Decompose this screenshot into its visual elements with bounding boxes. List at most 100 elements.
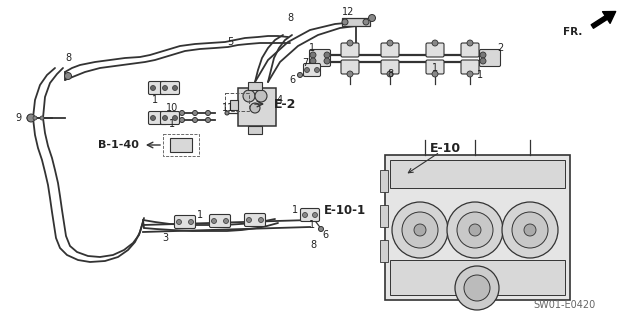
FancyBboxPatch shape: [341, 43, 359, 57]
Circle shape: [259, 218, 264, 222]
Text: 1: 1: [309, 43, 315, 53]
Circle shape: [250, 103, 260, 113]
Text: 11: 11: [222, 103, 234, 113]
Circle shape: [467, 40, 473, 46]
Circle shape: [363, 19, 369, 25]
FancyBboxPatch shape: [244, 213, 266, 226]
Bar: [248, 82, 262, 90]
Circle shape: [414, 224, 426, 236]
Circle shape: [303, 212, 307, 218]
Text: 7: 7: [302, 58, 308, 68]
Bar: [230, 100, 238, 110]
Circle shape: [464, 275, 490, 301]
Circle shape: [432, 40, 438, 46]
Text: 1: 1: [292, 205, 298, 215]
Circle shape: [342, 19, 348, 25]
Text: 2: 2: [497, 43, 503, 53]
FancyBboxPatch shape: [303, 63, 321, 77]
Circle shape: [65, 72, 72, 79]
Circle shape: [163, 115, 168, 121]
Circle shape: [161, 115, 166, 121]
Circle shape: [205, 110, 211, 115]
Bar: [380, 240, 388, 262]
Text: 1: 1: [169, 119, 175, 129]
Text: 4: 4: [277, 95, 283, 105]
Circle shape: [163, 85, 168, 91]
Circle shape: [467, 71, 473, 77]
Circle shape: [402, 212, 438, 248]
Text: E-10: E-10: [429, 142, 461, 154]
Circle shape: [480, 58, 486, 64]
Circle shape: [512, 212, 548, 248]
Circle shape: [179, 117, 184, 122]
Text: 6: 6: [322, 230, 328, 240]
Circle shape: [387, 40, 393, 46]
FancyBboxPatch shape: [426, 60, 444, 74]
Circle shape: [310, 52, 316, 58]
Circle shape: [305, 68, 310, 72]
Text: E-2: E-2: [274, 98, 296, 110]
Circle shape: [432, 71, 438, 77]
Bar: [380, 170, 388, 192]
FancyBboxPatch shape: [461, 60, 479, 74]
Circle shape: [480, 52, 486, 58]
FancyBboxPatch shape: [148, 112, 168, 124]
Circle shape: [324, 58, 330, 64]
Text: 6: 6: [289, 75, 295, 85]
Text: 1: 1: [152, 95, 158, 105]
FancyBboxPatch shape: [161, 112, 179, 124]
FancyBboxPatch shape: [310, 49, 330, 66]
Text: 12: 12: [342, 7, 354, 17]
Circle shape: [457, 212, 493, 248]
Bar: [163, 134, 199, 156]
Text: 3: 3: [162, 233, 168, 243]
Bar: [385, 155, 570, 300]
Text: B-1-40: B-1-40: [97, 140, 138, 150]
Circle shape: [502, 202, 558, 258]
Circle shape: [243, 90, 255, 102]
Circle shape: [347, 40, 353, 46]
Bar: [248, 126, 262, 134]
Circle shape: [524, 224, 536, 236]
Circle shape: [312, 212, 317, 218]
Text: E-10-1: E-10-1: [324, 204, 366, 217]
Text: FR.: FR.: [563, 27, 582, 37]
Circle shape: [310, 58, 316, 64]
Circle shape: [469, 224, 481, 236]
Circle shape: [211, 219, 216, 224]
Circle shape: [150, 85, 156, 91]
Text: 1: 1: [477, 70, 483, 80]
Circle shape: [447, 202, 503, 258]
Bar: [390, 260, 565, 295]
FancyBboxPatch shape: [479, 49, 500, 66]
Circle shape: [225, 111, 229, 115]
Text: 8: 8: [387, 69, 393, 79]
Bar: [238, 88, 276, 126]
Circle shape: [161, 85, 166, 91]
Circle shape: [205, 117, 211, 122]
Circle shape: [173, 115, 177, 121]
Circle shape: [369, 14, 376, 21]
Circle shape: [40, 116, 44, 120]
Circle shape: [455, 266, 499, 310]
Text: 8: 8: [65, 53, 71, 63]
Bar: [390, 160, 565, 188]
Bar: [170, 138, 192, 152]
FancyBboxPatch shape: [341, 60, 359, 74]
Text: 1: 1: [197, 210, 203, 220]
Circle shape: [319, 226, 323, 232]
Circle shape: [27, 114, 35, 122]
Circle shape: [33, 116, 37, 120]
Circle shape: [177, 219, 182, 225]
Circle shape: [179, 110, 184, 115]
Bar: [342, 18, 370, 26]
FancyBboxPatch shape: [381, 43, 399, 57]
Circle shape: [189, 219, 193, 225]
FancyBboxPatch shape: [209, 214, 230, 227]
Text: 8: 8: [287, 13, 293, 23]
FancyBboxPatch shape: [301, 209, 319, 221]
Text: 5: 5: [227, 37, 233, 47]
Bar: [225, 93, 249, 111]
Circle shape: [193, 110, 198, 115]
Text: 8: 8: [310, 240, 316, 250]
